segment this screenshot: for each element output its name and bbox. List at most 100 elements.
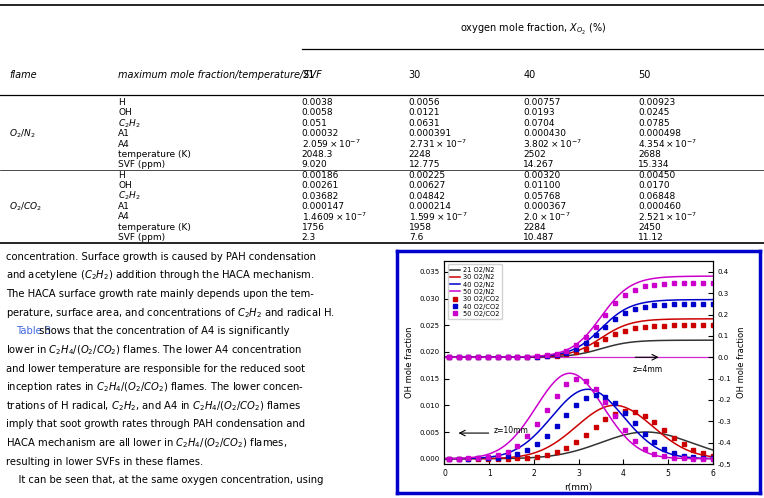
Line: 50 O2/CO2: 50 O2/CO2	[447, 377, 715, 461]
Text: lower in $C_2H_4/(O_2/CO_2)$ flames. The lower A4 concentration: lower in $C_2H_4/(O_2/CO_2)$ flames. The…	[6, 343, 302, 357]
Text: A4: A4	[118, 139, 130, 148]
Text: 0.00261: 0.00261	[302, 181, 339, 190]
Text: SVF (ppm): SVF (ppm)	[118, 233, 166, 242]
40 O2/CO2	[679, 453, 688, 459]
50 O2/CO2	[503, 449, 512, 455]
40 O2/CO2	[649, 439, 659, 445]
30 O2/CO2	[562, 445, 571, 451]
30 O2/CO2	[533, 454, 542, 460]
40 O2/N2	[685, 454, 694, 460]
40 O2/N2	[601, 394, 610, 400]
50 O2/CO2	[659, 453, 668, 459]
Text: 2.3: 2.3	[302, 233, 316, 242]
40 O2/CO2	[591, 391, 601, 397]
40 O2/CO2	[552, 423, 561, 429]
30 O2/N2	[600, 404, 609, 410]
Text: 0.000147: 0.000147	[302, 202, 345, 211]
Text: 1958: 1958	[409, 223, 432, 232]
30 O2/CO2	[552, 449, 561, 455]
40 O2/CO2	[494, 455, 503, 461]
Line: 50 O2/N2: 50 O2/N2	[445, 374, 713, 459]
Text: inception rates in $C_2H_4/(O_2/CO_2)$ flames. The lower concen-: inception rates in $C_2H_4/(O_2/CO_2)$ f…	[6, 380, 303, 394]
50 O2/CO2	[454, 456, 463, 462]
Text: A1: A1	[118, 129, 131, 138]
Text: $2.521 \times10^{-7}$: $2.521 \times10^{-7}$	[638, 211, 697, 223]
21 O2/N2	[600, 438, 609, 444]
Text: 10.487: 10.487	[523, 233, 555, 242]
Text: 0.000367: 0.000367	[523, 202, 566, 211]
Legend: 21 O2/N2, 30 O2/N2, 40 O2/N2, 50 O2/N2, 30 O2/CO2, 40 O2/CO2, 50 O2/CO2: 21 O2/N2, 30 O2/N2, 40 O2/N2, 50 O2/N2, …	[448, 264, 502, 320]
50 O2/CO2	[562, 381, 571, 387]
Text: 21: 21	[302, 70, 314, 80]
50 O2/CO2	[591, 386, 601, 392]
50 O2/N2	[441, 456, 450, 462]
30 O2/CO2	[669, 435, 678, 441]
40 O2/CO2	[581, 394, 591, 400]
30 O2/CO2	[571, 439, 581, 445]
Text: $O_2/N_2$: $O_2/N_2$	[9, 127, 36, 140]
Text: concentration. Surface growth is caused by PAH condensation: concentration. Surface growth is caused …	[6, 252, 316, 262]
50 O2/CO2	[533, 421, 542, 427]
30 O2/CO2	[464, 456, 473, 462]
Text: 50: 50	[638, 70, 650, 80]
Text: $2.731 \times10^{-7}$: $2.731 \times10^{-7}$	[409, 138, 467, 150]
50 O2/N2	[685, 456, 694, 462]
Text: 0.0193: 0.0193	[523, 109, 555, 118]
Y-axis label: OH mole fraction: OH mole fraction	[405, 327, 414, 398]
50 O2/CO2	[571, 376, 581, 382]
30 O2/CO2	[659, 427, 668, 433]
Text: The HACA surface growth rate mainly depends upon the tem-: The HACA surface growth rate mainly depe…	[6, 289, 314, 299]
Text: 0.0056: 0.0056	[409, 98, 440, 107]
30 O2/CO2	[513, 455, 522, 461]
40 O2/CO2	[533, 441, 542, 447]
Text: 0.00627: 0.00627	[409, 181, 446, 190]
Text: 12.775: 12.775	[409, 160, 440, 169]
Text: 0.00450: 0.00450	[638, 171, 675, 180]
50 O2/CO2	[523, 433, 532, 439]
40 O2/CO2	[464, 456, 473, 462]
21 O2/N2	[667, 433, 676, 439]
Text: 2450: 2450	[638, 223, 661, 232]
40 O2/CO2	[562, 412, 571, 418]
Text: 0.000391: 0.000391	[409, 129, 452, 138]
Text: 0.0170: 0.0170	[638, 181, 669, 190]
Text: 2502: 2502	[523, 150, 546, 159]
Text: $C_2H_2$: $C_2H_2$	[118, 190, 141, 202]
Text: resulting in lower SVFs in these flames.: resulting in lower SVFs in these flames.	[6, 457, 203, 467]
50 O2/CO2	[542, 407, 552, 413]
50 O2/CO2	[445, 456, 454, 462]
50 O2/CO2	[698, 456, 707, 462]
30 O2/N2	[604, 403, 613, 409]
Text: H: H	[118, 98, 125, 107]
Text: perature, surface area, and concentrations of $C_2H_2$ and radical H.: perature, surface area, and concentratio…	[6, 306, 335, 320]
Text: 14.267: 14.267	[523, 160, 555, 169]
Text: $O_2/CO_2$: $O_2/CO_2$	[9, 200, 42, 213]
Text: and acetylene ($C_2H_2$) addition through the HACA mechanism.: and acetylene ($C_2H_2$) addition throug…	[6, 268, 315, 282]
Text: 0.00225: 0.00225	[409, 171, 446, 180]
30 O2/CO2	[640, 412, 649, 418]
30 O2/CO2	[591, 424, 601, 430]
50 O2/CO2	[708, 456, 717, 462]
40 O2/CO2	[708, 456, 717, 462]
Text: 2688: 2688	[638, 150, 661, 159]
Text: $3.802 \times10^{-7}$: $3.802 \times10^{-7}$	[523, 138, 582, 150]
40 O2/CO2	[620, 410, 630, 416]
Text: A4: A4	[118, 212, 130, 221]
50 O2/N2	[600, 405, 609, 411]
40 O2/N2	[440, 456, 449, 462]
30 O2/CO2	[610, 411, 620, 417]
Text: 0.00320: 0.00320	[523, 171, 561, 180]
Text: 0.0785: 0.0785	[638, 119, 669, 128]
Text: Table 3: Table 3	[16, 326, 51, 336]
21 O2/N2	[441, 456, 450, 462]
Y-axis label: OH mole fraction: OH mole fraction	[737, 327, 746, 398]
50 O2/CO2	[513, 443, 522, 449]
Text: 1756: 1756	[302, 223, 325, 232]
30 O2/CO2	[445, 456, 454, 462]
30 O2/CO2	[689, 447, 698, 453]
50 O2/CO2	[610, 413, 620, 419]
50 O2/N2	[565, 371, 575, 376]
30 O2/N2	[599, 404, 608, 410]
Text: temperature (K): temperature (K)	[118, 223, 191, 232]
Text: oxygen mole fraction, $X_{O_2}$ (%): oxygen mole fraction, $X_{O_2}$ (%)	[460, 22, 606, 37]
